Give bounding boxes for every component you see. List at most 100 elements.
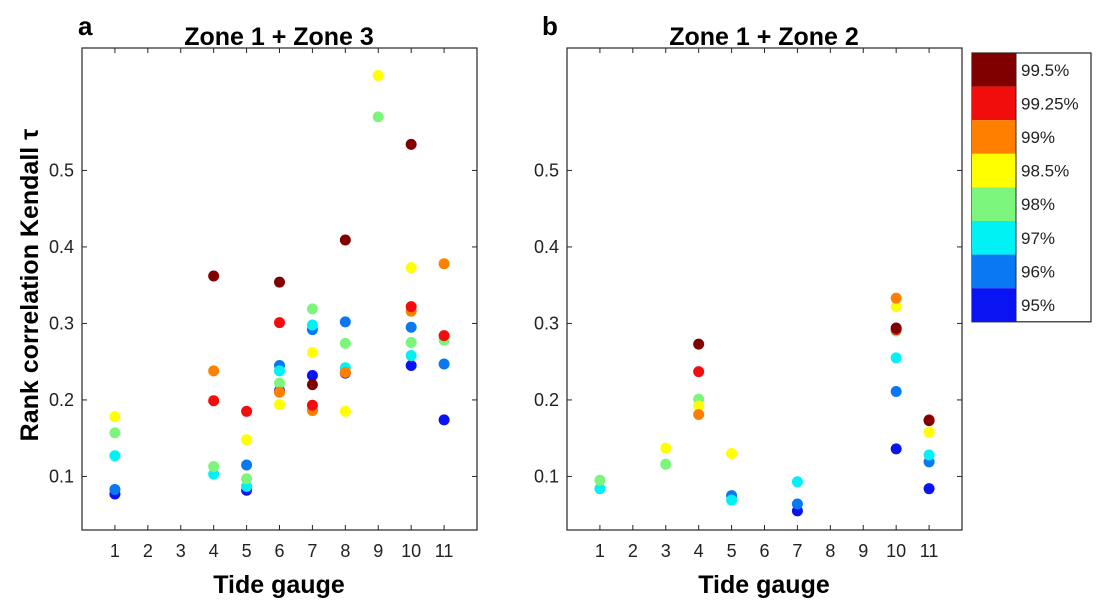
legend-swatch	[972, 120, 1016, 154]
panel-a-title: Zone 1 + Zone 3	[184, 23, 374, 51]
panel-a-x-tick-label: 3	[176, 541, 186, 561]
panel-b-data-point	[660, 442, 672, 454]
panel-a-data-point	[339, 366, 351, 378]
panel-b: b Zone 1 + Zone 2 Tide gauge 1 2 3 4 5 6 7 8 9 10…	[534, 11, 963, 599]
panel-b-x-tick-label: 11	[920, 541, 939, 561]
panel-a-data-point	[372, 111, 384, 123]
panel-a-data-point	[241, 459, 253, 471]
panel-b-data-point	[726, 447, 738, 459]
panel-b-data-point	[923, 483, 935, 495]
panel-a-y-tick-label: 0.4	[49, 237, 74, 257]
panel-a-data-point	[109, 427, 121, 439]
panel-a-xlabel: Tide gauge	[213, 571, 345, 599]
panel-a-frame	[81, 47, 478, 531]
panel-a-letter: a	[78, 11, 93, 41]
panel-a-x-tick-label: 2	[143, 541, 153, 561]
legend-label: 95%	[1021, 296, 1055, 315]
legend-swatch	[972, 288, 1016, 322]
panel-b-data-point	[890, 292, 902, 304]
panel-a-data-point	[438, 258, 450, 270]
panel-b-data-point	[890, 352, 902, 364]
panel-b-data-point	[923, 449, 935, 461]
panel-a-data-point	[208, 365, 220, 377]
panel-a-data-point	[339, 337, 351, 349]
panel-b-data-point	[660, 458, 672, 470]
panel-a-data-point	[306, 369, 318, 381]
panel-a-data-point	[306, 399, 318, 411]
panel-a-data-point	[274, 365, 285, 377]
panel-b-data-point	[791, 476, 803, 488]
panel-b-data-point	[890, 301, 902, 313]
panel-b-x-tick-label: 7	[792, 541, 802, 561]
panel-a-data-point	[109, 411, 121, 423]
legend-label: 98.5%	[1021, 162, 1069, 181]
panel-a-data-point	[241, 480, 253, 492]
panel-b-y-tick-label: 0.1	[534, 466, 559, 486]
panel-a-data-point	[438, 330, 450, 342]
panel-b-x-tick-label: 2	[628, 541, 638, 561]
panel-b-data-point	[890, 322, 902, 334]
panel-a-x-tick-label: 7	[307, 541, 317, 561]
panel-b-x-tick-label: 3	[661, 541, 671, 561]
panel-b-y-tick-label: 0.3	[534, 313, 559, 333]
panel-a-data-point	[405, 138, 417, 150]
panel-a-data-point	[306, 379, 318, 391]
legend-label: 99.5%	[1021, 61, 1069, 80]
panel-b-data-point	[594, 474, 606, 486]
panel-b-data-point	[693, 338, 705, 350]
legend-swatch	[972, 221, 1016, 255]
panel-b-y-tick-label: 0.2	[534, 390, 559, 410]
panel-a-data-point	[274, 399, 285, 411]
panel-a-data-point	[109, 450, 121, 462]
panel-a-data-point	[339, 405, 351, 417]
panel-b-letter: b	[542, 11, 558, 41]
panel-b-data-point	[890, 386, 902, 398]
panel-a-x-tick-label: 6	[274, 541, 284, 561]
panel-a-data-point	[208, 395, 220, 407]
panel-a-data-point	[339, 316, 351, 328]
legend-swatch	[972, 153, 1016, 188]
legend-label: 97%	[1021, 229, 1055, 248]
panel-b-x-tick-label: 8	[825, 541, 835, 561]
panel-b-data-point	[791, 498, 803, 510]
panel-b-xlabel: Tide gauge	[698, 571, 830, 599]
panel-a-data-point	[405, 321, 417, 333]
panel-a-data-point	[241, 434, 253, 446]
panel-a-data-point	[306, 319, 318, 331]
legend-label: 98%	[1021, 195, 1055, 214]
panel-a-data-point	[438, 414, 450, 426]
panel-a-plot-area: 1 2 3 4 5 6 7 8 9 10 11 0.1 0.2 0.3 0.4 0.5	[49, 47, 478, 561]
panel-a-x-tick-label: 9	[373, 541, 383, 561]
panel-a-x-tick-label: 1	[110, 541, 120, 561]
panel-a-data-point	[274, 317, 285, 329]
panel-a-data-point	[372, 70, 384, 82]
panel-a-x-tick-label: 4	[209, 541, 219, 561]
panel-a-data-point	[208, 460, 220, 472]
panel-b-data-point	[693, 366, 705, 378]
panel-b-x-tick-label: 4	[694, 541, 704, 561]
panel-a: a Zone 1 + Zone 3 Rank correlation Kenda…	[16, 11, 478, 599]
panel-b-x-tick-label: 9	[858, 541, 868, 561]
legend-swatch	[972, 86, 1016, 121]
panel-b-y-tick-label: 0.4	[534, 237, 559, 257]
panel-a-data-point	[306, 303, 318, 315]
panel-a-data-point	[274, 386, 285, 398]
panel-a-data-point	[208, 270, 220, 282]
legend-swatch	[972, 187, 1016, 221]
panel-a-x-tick-label: 10	[401, 541, 421, 561]
panel-b-data-point	[693, 400, 705, 412]
panel-a-data-point	[405, 262, 417, 274]
panel-b-title: Zone 1 + Zone 2	[669, 23, 859, 51]
panel-a-data-point	[339, 234, 351, 246]
panel-b-data-point	[923, 415, 935, 427]
panel-b-y-tick-label: 0.5	[534, 160, 559, 180]
panel-b-plot-area: 1 2 3 4 5 6 7 8 9 10 11 0.1 0.2 0.3 0.4 0.5	[534, 47, 963, 561]
panel-a-y-tick-label: 0.5	[49, 160, 74, 180]
panel-a-data-point	[241, 405, 253, 417]
panel-a-data-point	[405, 360, 417, 372]
panel-a-data-point	[274, 276, 285, 288]
panel-a-data-point	[109, 483, 121, 495]
panel-a-y-tick-label: 0.1	[49, 466, 74, 486]
panel-a-data-point	[438, 358, 450, 370]
